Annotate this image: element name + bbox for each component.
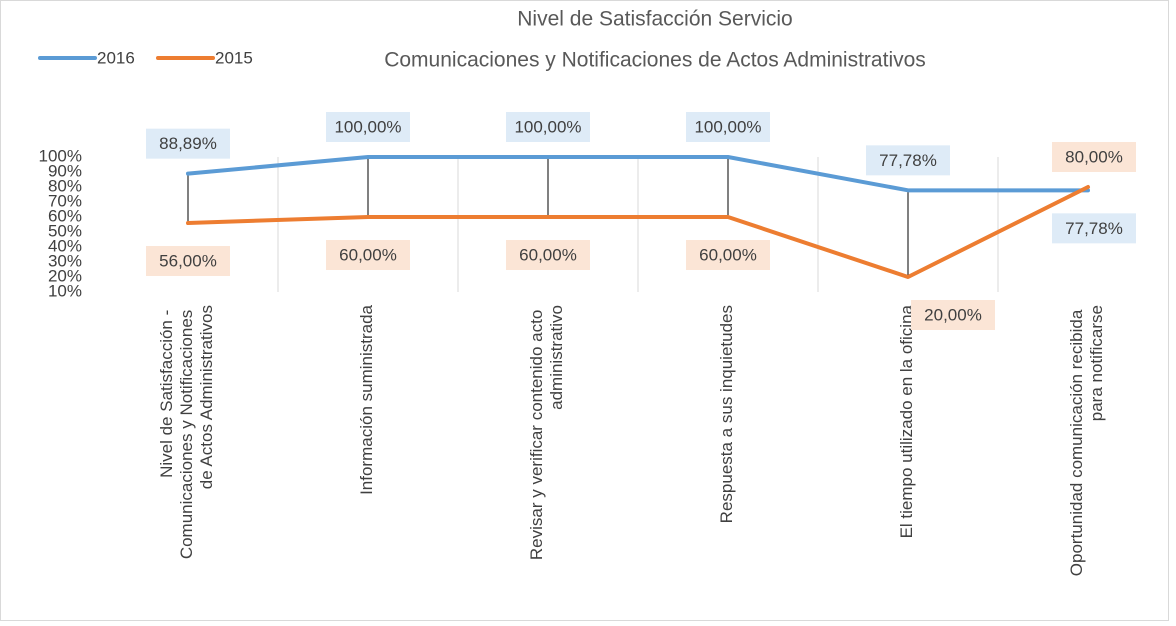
y-tick-label: 30% [48, 251, 82, 270]
data-label-box [686, 112, 770, 142]
data-label: 77,78% [1065, 219, 1123, 238]
chart-subtitle: Comunicaciones y Notificaciones de Actos… [384, 49, 926, 72]
legend-label: 2015 [215, 48, 253, 67]
x-tick-label-line: Comunicaciones y Notificaciones [177, 305, 196, 559]
data-label: 20,00% [924, 305, 982, 324]
data-label: 60,00% [519, 245, 577, 264]
data-label-box [686, 240, 770, 270]
x-tick-label: Oportunidad comunicación recibida para n… [1067, 305, 1106, 576]
data-label-box [506, 112, 590, 142]
y-tick-label: 20% [48, 266, 82, 285]
data-label-box [911, 300, 995, 330]
data-label-box [146, 246, 230, 276]
legend-label: 2016 [97, 48, 135, 67]
x-tick-label-line: administrativo [547, 305, 566, 410]
data-label: 77,78% [879, 151, 937, 170]
data-label: 56,00% [159, 251, 217, 270]
x-tick-label-line: El tiempo utilizado en la oficina [897, 304, 916, 538]
x-tick-label-line: Revisar y verificar contenido acto [527, 305, 546, 560]
x-tick-label-line: de Actos Administrativos [197, 305, 216, 489]
x-tick-label: El tiempo utilizado en la oficina [897, 304, 916, 538]
x-tick-label: Revisar y verificar contenido acto admin… [527, 305, 566, 560]
data-label-box [506, 240, 590, 270]
data-label-box [866, 145, 950, 176]
x-tick-label-line: Información suministrada [357, 304, 376, 494]
y-tick-label: 60% [48, 206, 82, 225]
x-tick-label-line: Respuesta a sus inquietudes [717, 305, 736, 523]
data-label: 60,00% [699, 245, 757, 264]
x-tick-label-line: Oportunidad comunicación recibida [1067, 305, 1086, 576]
data-label: 80,00% [1065, 147, 1123, 166]
y-tick-label: 90% [48, 161, 82, 180]
x-tick-label: Nivel de Satisfacción - Comunicaciones y… [157, 305, 216, 559]
y-tick-label: 40% [48, 236, 82, 255]
x-tick-label-line: para notificarse [1087, 305, 1106, 421]
data-label: 100,00% [334, 117, 401, 136]
data-label-box [1052, 142, 1136, 172]
y-tick-label: 10% [48, 281, 82, 300]
data-label: 100,00% [694, 117, 761, 136]
y-tick-label: 50% [48, 221, 82, 240]
chart-title: Nivel de Satisfacción Servicio [517, 8, 792, 31]
data-label-box [1052, 213, 1136, 244]
series-line [186, 155, 1090, 193]
x-tick-label-line: Nivel de Satisfacción - [157, 305, 176, 478]
y-tick-label: 80% [48, 176, 82, 195]
x-tick-label: Respuesta a sus inquietudes [717, 305, 736, 523]
data-label: 88,89% [159, 134, 217, 153]
x-tick-label: Información suministrada [357, 304, 376, 494]
y-tick-label: 70% [48, 191, 82, 210]
data-label-box [326, 240, 410, 270]
data-label-box [326, 112, 410, 142]
data-label: 60,00% [339, 245, 397, 264]
y-tick-label: 100% [39, 146, 82, 165]
data-label-box [146, 128, 230, 159]
data-label: 100,00% [514, 117, 581, 136]
series-line [186, 185, 1090, 279]
